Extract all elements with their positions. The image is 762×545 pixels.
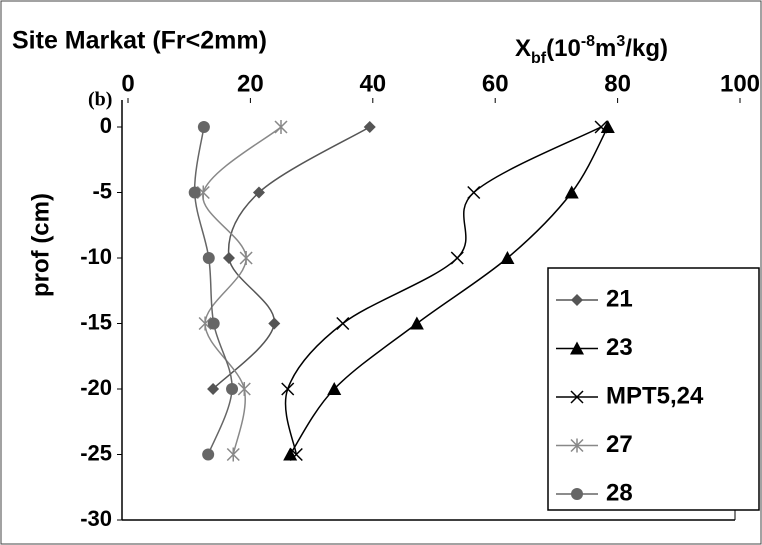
legend-label: 27 xyxy=(606,431,633,458)
x-tick-label: 20 xyxy=(237,70,264,97)
data-point xyxy=(281,382,295,396)
data-point xyxy=(268,317,281,330)
data-point xyxy=(594,120,608,134)
data-point xyxy=(207,383,220,395)
data-point xyxy=(222,252,235,264)
data-point xyxy=(197,121,210,133)
x-axis-label: Xbf(10-8m3/kg) xyxy=(515,33,668,67)
data-point xyxy=(226,447,240,462)
y-tick-label: -25 xyxy=(80,440,112,465)
data-point xyxy=(202,252,215,264)
data-point xyxy=(500,251,515,264)
series-line xyxy=(193,126,233,455)
series-line xyxy=(212,126,371,390)
legend-marker xyxy=(570,390,584,404)
legend-label: 21 xyxy=(606,285,633,312)
x-axis-label-part: /kg) xyxy=(625,35,668,62)
x-tick-label: 0 xyxy=(121,70,134,97)
data-point xyxy=(336,316,350,331)
data-point xyxy=(207,317,220,330)
data-point xyxy=(450,251,464,265)
x-tick-label: 80 xyxy=(604,70,631,97)
x-tick-label: 40 xyxy=(359,70,386,97)
x-axis-label-part: m xyxy=(595,35,616,62)
y-tick-label: -15 xyxy=(80,309,112,334)
x-axis-label-part: 3 xyxy=(616,33,625,50)
legend-box xyxy=(547,267,760,511)
x-tick-label: 60 xyxy=(482,70,509,97)
data-point xyxy=(237,382,251,396)
legend-marker xyxy=(570,438,584,453)
data-point xyxy=(188,186,201,199)
data-point xyxy=(252,186,265,199)
panel-label: (b) xyxy=(88,89,112,111)
x-axis-label-part: (10 xyxy=(546,35,581,62)
x-axis-label-part: -8 xyxy=(581,33,595,50)
x-axis-label-part: X xyxy=(515,35,531,62)
legend-marker xyxy=(570,341,584,355)
data-point xyxy=(409,316,424,330)
y-tick-label: 0 xyxy=(100,113,112,138)
data-point xyxy=(600,120,615,133)
legend-label: MPT5,24 xyxy=(606,382,704,409)
legend-marker xyxy=(571,294,583,306)
y-tick-label: -30 xyxy=(80,506,112,531)
x-axis-label-part: bf xyxy=(531,50,547,67)
data-point xyxy=(198,316,212,331)
data-point xyxy=(564,185,579,199)
data-point xyxy=(196,185,210,200)
data-point xyxy=(274,120,288,134)
chart-title: Site Markat (Fr<2mm) xyxy=(12,27,267,55)
legend-label: 28 xyxy=(606,479,633,506)
y-axis-label: prof (cm) xyxy=(27,193,54,297)
legend-label: 23 xyxy=(606,334,633,361)
x-tick-label: 100 xyxy=(720,70,760,97)
y-tick-label: -20 xyxy=(80,375,112,400)
data-point xyxy=(226,383,239,395)
y-tick-label: -10 xyxy=(80,244,112,269)
data-point xyxy=(363,121,376,133)
data-point xyxy=(327,382,342,395)
data-point xyxy=(239,251,253,265)
series-line xyxy=(202,126,282,455)
data-point xyxy=(202,448,215,461)
data-point xyxy=(289,447,303,462)
y-tick-label: -5 xyxy=(92,178,112,203)
legend-marker xyxy=(571,488,583,500)
data-point xyxy=(467,185,481,200)
